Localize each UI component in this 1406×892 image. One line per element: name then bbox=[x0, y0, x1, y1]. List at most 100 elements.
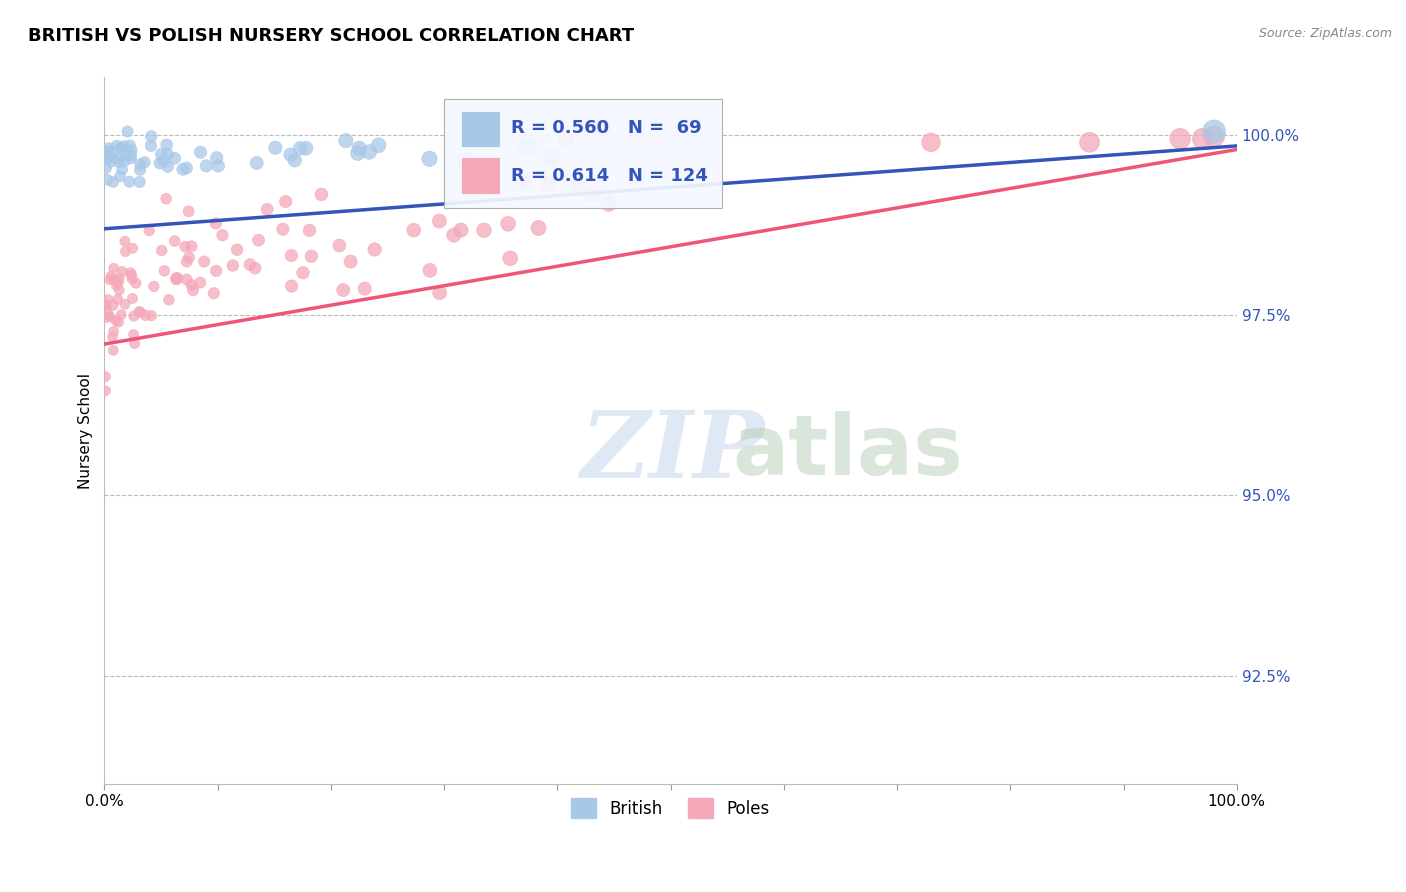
Point bbox=[141, 309, 163, 323]
Point bbox=[274, 194, 297, 209]
Point bbox=[419, 263, 441, 277]
Point bbox=[94, 297, 117, 311]
Point bbox=[142, 279, 165, 293]
Point bbox=[124, 336, 146, 351]
Point bbox=[176, 254, 198, 268]
Point bbox=[125, 276, 148, 290]
Point bbox=[114, 244, 136, 259]
Point bbox=[339, 254, 361, 268]
Point bbox=[239, 257, 262, 271]
Point bbox=[101, 330, 124, 344]
Point bbox=[295, 141, 318, 155]
Point bbox=[105, 275, 128, 289]
Point bbox=[367, 138, 389, 153]
Point bbox=[135, 309, 157, 323]
Point bbox=[110, 308, 132, 322]
Point bbox=[180, 278, 202, 293]
Point bbox=[472, 223, 495, 237]
Point bbox=[163, 151, 186, 165]
Point bbox=[188, 276, 211, 290]
Point bbox=[94, 161, 117, 176]
Point bbox=[280, 147, 302, 161]
Point bbox=[298, 223, 321, 237]
Point bbox=[120, 266, 142, 280]
Point bbox=[328, 238, 350, 252]
Point bbox=[176, 272, 198, 286]
Point bbox=[97, 141, 120, 155]
Point bbox=[129, 162, 152, 177]
Point bbox=[467, 159, 489, 173]
FancyBboxPatch shape bbox=[444, 99, 721, 208]
Point bbox=[96, 310, 118, 325]
Point bbox=[193, 254, 215, 268]
Point bbox=[139, 138, 162, 153]
Point bbox=[174, 240, 197, 254]
Point bbox=[107, 276, 129, 290]
Point bbox=[121, 241, 143, 255]
Point bbox=[226, 243, 249, 257]
Point bbox=[516, 138, 538, 153]
Text: R = 0.560   N =  69: R = 0.560 N = 69 bbox=[510, 119, 702, 136]
Point bbox=[418, 152, 440, 166]
Text: Source: ZipAtlas.com: Source: ZipAtlas.com bbox=[1258, 27, 1392, 40]
Point bbox=[165, 271, 187, 285]
Point bbox=[205, 216, 228, 230]
Point bbox=[363, 243, 385, 257]
Point bbox=[598, 196, 620, 211]
Point bbox=[138, 224, 160, 238]
Point bbox=[180, 239, 202, 253]
Point bbox=[256, 202, 278, 217]
Point bbox=[156, 137, 179, 152]
Point bbox=[150, 244, 173, 258]
Point bbox=[335, 134, 357, 148]
Point bbox=[118, 138, 141, 153]
Point bbox=[108, 271, 131, 285]
Point bbox=[512, 174, 534, 188]
Point bbox=[155, 192, 177, 206]
Point bbox=[499, 252, 522, 266]
Point bbox=[100, 154, 122, 169]
Point bbox=[190, 145, 212, 160]
Point bbox=[429, 214, 451, 228]
Point bbox=[101, 175, 124, 189]
Point bbox=[247, 233, 270, 247]
Text: atlas: atlas bbox=[733, 411, 963, 492]
Text: ZIP: ZIP bbox=[581, 407, 765, 497]
Point bbox=[110, 141, 132, 155]
Point bbox=[222, 259, 245, 273]
Legend: British, Poles: British, Poles bbox=[565, 791, 776, 825]
Point bbox=[101, 151, 124, 165]
Point bbox=[96, 173, 118, 187]
FancyBboxPatch shape bbox=[461, 157, 499, 194]
Point bbox=[149, 156, 172, 170]
Point bbox=[121, 268, 143, 282]
Point bbox=[346, 146, 368, 161]
Point bbox=[920, 136, 942, 150]
Point bbox=[450, 223, 472, 237]
Point bbox=[359, 145, 381, 159]
Point bbox=[280, 248, 302, 262]
Point bbox=[94, 384, 117, 398]
Point bbox=[271, 222, 294, 236]
Point bbox=[1168, 131, 1191, 145]
Point bbox=[291, 266, 314, 280]
Point bbox=[592, 120, 614, 135]
Point bbox=[94, 369, 117, 384]
Point bbox=[1191, 131, 1213, 145]
Point bbox=[98, 310, 121, 324]
Point bbox=[280, 279, 302, 293]
Point bbox=[1204, 129, 1226, 144]
Point bbox=[122, 309, 145, 323]
Point bbox=[134, 155, 156, 169]
Point bbox=[103, 343, 125, 358]
Point bbox=[121, 292, 143, 306]
Point bbox=[108, 283, 131, 297]
Point bbox=[108, 169, 131, 184]
Y-axis label: Nursery School: Nursery School bbox=[79, 373, 93, 489]
Point bbox=[153, 264, 176, 278]
Point bbox=[311, 187, 333, 202]
Point bbox=[96, 149, 118, 163]
FancyBboxPatch shape bbox=[461, 111, 499, 147]
Point bbox=[181, 283, 204, 297]
Point bbox=[284, 153, 307, 168]
